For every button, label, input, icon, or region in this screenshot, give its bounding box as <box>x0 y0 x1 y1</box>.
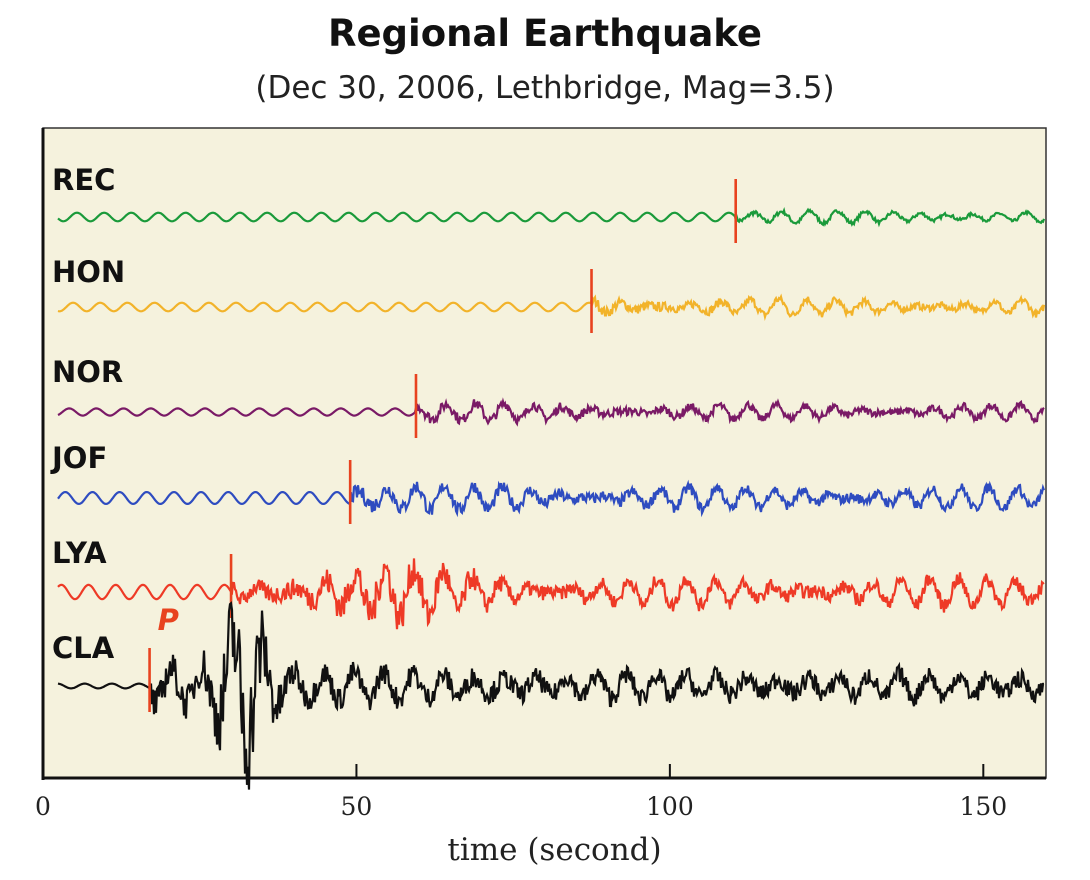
seismogram-trace-hon <box>57 293 1046 322</box>
station-label-nor: NOR <box>52 355 123 389</box>
chart-title: Regional Earthquake <box>327 12 763 55</box>
x-tick-label: 100 <box>646 792 694 821</box>
station-label-rec: REC <box>52 163 115 197</box>
seismogram-trace-lya <box>57 558 1045 630</box>
station-label-jof: JOF <box>50 441 107 475</box>
x-tick-label: 0 <box>35 792 51 821</box>
seismogram-trace-cla <box>57 601 1045 790</box>
station-label-hon: HON <box>52 255 125 289</box>
chart-subtitle: (Dec 30, 2006, Lethbridge, Mag=3.5) <box>255 70 835 106</box>
x-axis-label: time (second) <box>447 832 661 868</box>
station-label-cla: CLA <box>52 631 115 665</box>
seismogram-trace-jof <box>57 479 1046 518</box>
x-tick-label: 50 <box>341 792 373 821</box>
seismogram-trace-nor <box>57 397 1045 427</box>
plot-area <box>42 127 1047 779</box>
seismogram-trace-rec <box>57 207 1046 228</box>
station-label-lya: LYA <box>52 536 107 570</box>
p-wave-annotation: P <box>158 603 179 637</box>
x-tick-label: 150 <box>959 792 1007 821</box>
